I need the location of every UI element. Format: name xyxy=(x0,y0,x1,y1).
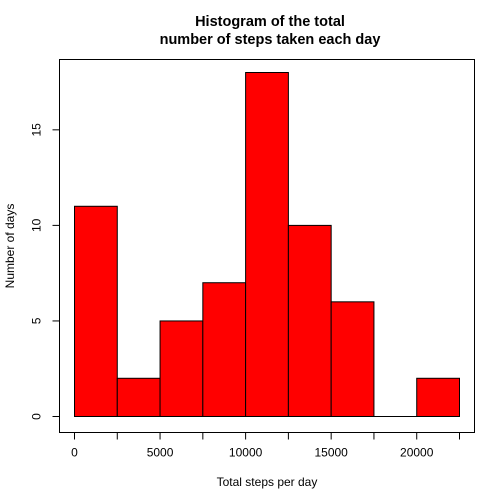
x-axis: 0 5000 10000 15000 20000 xyxy=(71,432,460,460)
chart-title-line-2: number of steps taken each day xyxy=(160,32,381,48)
histogram-bar-8 xyxy=(416,377,461,417)
y-axis: 0 5 10 15 xyxy=(30,123,60,420)
x-axis-label: Total steps per day xyxy=(217,475,318,489)
x-tick-label-6: 15000 xyxy=(314,446,348,460)
histogram-bar-4 xyxy=(245,72,289,417)
x-tick-label-4: 10000 xyxy=(229,446,263,460)
y-tick-label-2: 10 xyxy=(30,218,44,232)
x-tick-label-2: 5000 xyxy=(147,446,174,460)
histogram-bar-0 xyxy=(74,205,118,417)
y-axis-label: Number of days xyxy=(3,204,17,289)
x-tick-label-8: 20000 xyxy=(400,446,434,460)
histogram-bar-6 xyxy=(330,301,375,418)
histogram-bar-1 xyxy=(116,377,161,417)
bars-group xyxy=(74,72,461,418)
y-tick-label-3: 15 xyxy=(30,123,44,137)
x-tick-label-0: 0 xyxy=(71,446,78,460)
chart-title-line-1: Histogram of the total xyxy=(195,14,345,30)
histogram-bar-3 xyxy=(202,282,247,417)
y-tick-label-0: 0 xyxy=(30,413,44,420)
histogram-bar-2 xyxy=(159,320,204,418)
y-tick-label-1: 5 xyxy=(30,317,44,324)
histogram-bar-5 xyxy=(287,224,332,417)
